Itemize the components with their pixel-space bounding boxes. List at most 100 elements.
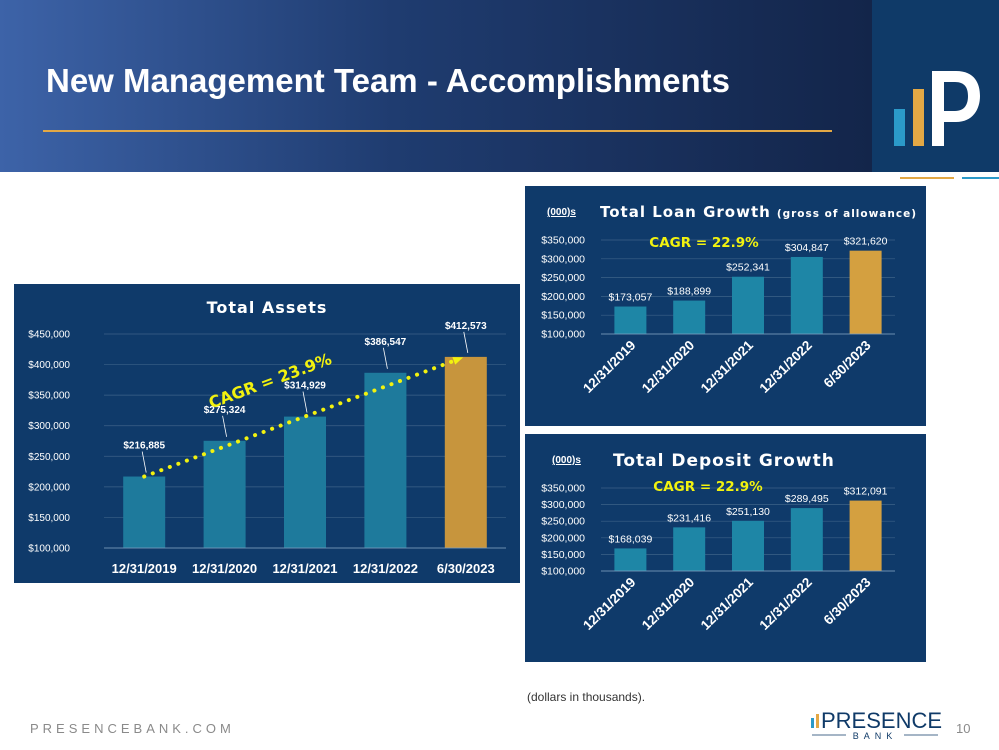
loans-category-label: 12/31/2019 (580, 338, 638, 396)
assets-ytick-label: $200,000 (28, 482, 70, 493)
deposits-ytick-label: $100,000 (541, 566, 585, 578)
loans-title: Total Loan Growth (gross of allowance) (600, 203, 917, 221)
assets-value-label: $386,547 (365, 337, 407, 348)
loans-ytick-label: $100,000 (541, 329, 585, 341)
assets-label-leader (222, 415, 227, 437)
title-underline (43, 130, 832, 132)
assets-bar (444, 356, 487, 548)
loans-value-label: $252,341 (726, 262, 770, 274)
loans-bar (732, 276, 764, 334)
assets-bar (123, 476, 166, 548)
total-assets-chart-svg: $100,000 $150,000 $200,000 $250,000 $300,000… (28, 298, 506, 576)
loans-category-label: 12/31/2020 (639, 338, 697, 396)
presence-bank-logo: PRESENCE BANK (810, 704, 942, 744)
deposits-ytick-label: $250,000 (541, 516, 585, 528)
assets-bar (284, 416, 326, 548)
assets-ytick-label: $150,000 (28, 513, 70, 524)
loans-bar (849, 250, 882, 334)
total-deposit-growth-chart: $100,000 $150,000 $200,000 $250,000 $300,000… (525, 434, 926, 662)
deposits-cagr-label: CAGR = 22.9% (653, 479, 763, 495)
loans-cagr-label: CAGR = 22.9% (649, 235, 759, 251)
deposits-bar (614, 548, 647, 571)
deposits-value-label: $312,091 (844, 486, 888, 498)
loans-unit-label: (000)s (547, 207, 576, 218)
loans-category-label: 6/30/2023 (821, 337, 874, 390)
deposits-ytick-label: $350,000 (541, 483, 585, 495)
deposits-title: Total Deposit Growth (613, 451, 835, 471)
assets-category-label: 12/31/2019 (112, 561, 177, 576)
loans-bar (614, 306, 647, 334)
assets-cagr-trend-line (142, 358, 456, 479)
assets-value-label: $216,885 (123, 441, 165, 452)
assets-ytick-label: $400,000 (28, 360, 70, 371)
deposits-category-label: 12/31/2020 (639, 575, 697, 633)
deposits-category-label: 6/30/2023 (821, 574, 874, 627)
assets-bar (203, 440, 246, 548)
website-url[interactable]: PRESENCEBANK.COM (30, 721, 235, 736)
loans-ytick-label: $300,000 (541, 253, 585, 265)
deposits-bar (849, 500, 882, 571)
deposits-category-label: 12/31/2019 (580, 575, 638, 633)
deposits-value-label: $231,416 (667, 512, 711, 524)
loans-bar (673, 300, 706, 334)
slide-title: New Management Team - Accomplishments (46, 62, 730, 99)
dollars-footnote: (dollars in thousands). (527, 690, 646, 704)
total-assets-chart: $100,000 $150,000 $200,000 $250,000 $300,000… (14, 284, 520, 583)
assets-bar (364, 372, 407, 548)
loans-ytick-label: $200,000 (541, 291, 585, 303)
logo-box (872, 0, 999, 172)
assets-category-label: 12/31/2022 (353, 561, 418, 576)
assets-title: Total Assets (207, 298, 328, 317)
assets-ytick-label: $450,000 (28, 330, 70, 341)
loans-bar (790, 256, 823, 334)
total-deposit-growth-chart-svg: $100,000 $150,000 $200,000 $250,000 $300,000… (541, 451, 895, 633)
brand-name: PRESENCE (821, 708, 942, 733)
assets-ytick-label: $350,000 (28, 391, 70, 402)
deposits-unit-label: (000)s (552, 455, 581, 466)
loans-value-label: $173,057 (609, 292, 653, 304)
assets-value-label: $314,929 (284, 381, 326, 392)
deposits-bar (732, 520, 764, 571)
deposits-bar (673, 527, 706, 571)
total-loan-growth-chart: $100,000 $150,000 $200,000 $250,000 $300,000… (525, 186, 926, 426)
deposits-value-label: $168,039 (609, 533, 653, 545)
assets-label-leader (383, 347, 388, 369)
deposits-ytick-label: $300,000 (541, 499, 585, 511)
assets-category-label: 6/30/2023 (437, 561, 495, 576)
loans-value-label: $304,847 (785, 242, 829, 254)
assets-category-label: 12/31/2021 (272, 561, 337, 576)
assets-category-label: 12/31/2020 (192, 561, 257, 576)
loans-value-label: $321,620 (844, 236, 888, 248)
total-loan-growth-chart-svg: $100,000 $150,000 $200,000 $250,000 $300,000… (541, 203, 917, 396)
deposits-category-label: 12/31/2022 (757, 575, 815, 633)
logo-accent-teal (962, 177, 999, 179)
deposits-category-label: 12/31/2021 (698, 574, 757, 633)
assets-value-label: $275,324 (204, 405, 246, 416)
assets-ytick-label: $100,000 (28, 544, 70, 555)
loans-subtitle: (gross of allowance) (777, 208, 917, 220)
loans-value-label: $188,899 (667, 286, 711, 298)
loans-category-label: 12/31/2021 (698, 337, 757, 396)
assets-label-leader (141, 451, 147, 473)
logo-accent-gold (900, 177, 954, 179)
deposits-ytick-label: $200,000 (541, 532, 585, 544)
header-banner: New Management Team - Accomplishments (0, 0, 872, 172)
deposits-bar (790, 508, 823, 571)
presence-bank-logo-icon: PRESENCE BANK (811, 708, 942, 741)
assets-cagr-arrowhead (452, 357, 464, 365)
loans-ytick-label: $350,000 (541, 235, 585, 247)
loans-ytick-label: $250,000 (541, 272, 585, 284)
loans-ytick-label: $150,000 (541, 310, 585, 322)
presence-p-logo-icon (894, 71, 980, 146)
brand-subname: BANK (853, 731, 898, 741)
deposits-value-label: $289,495 (785, 493, 829, 505)
deposits-value-label: $251,130 (726, 506, 770, 518)
loans-category-label: 12/31/2022 (757, 338, 815, 396)
deposits-ytick-label: $150,000 (541, 549, 585, 561)
assets-label-leader (463, 331, 469, 353)
assets-value-label: $412,573 (445, 321, 487, 332)
page-number: 10 (956, 721, 971, 736)
assets-ytick-label: $300,000 (28, 421, 70, 432)
assets-ytick-label: $250,000 (28, 452, 70, 463)
assets-label-leader (302, 391, 308, 413)
